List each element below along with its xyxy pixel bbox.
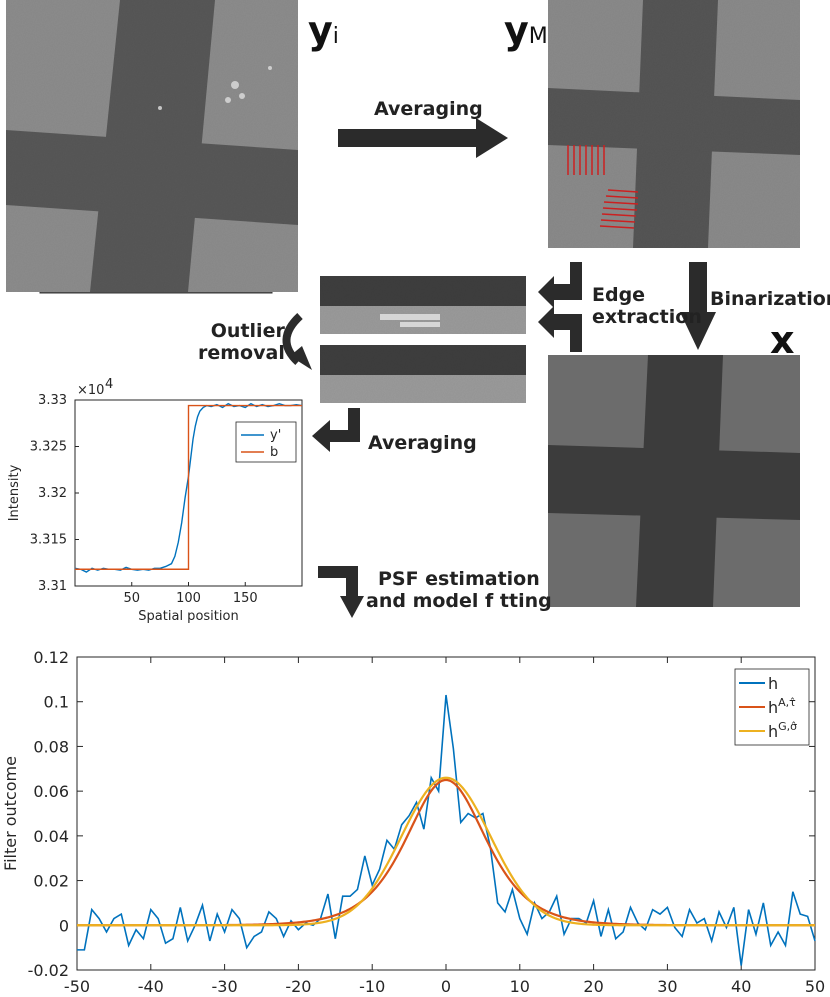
series-line-hg: [77, 776, 815, 927]
symbol-ym-main: y: [504, 8, 529, 52]
y-axis-label: Filter outcome: [1, 756, 20, 871]
y-tick-label: 0.06: [33, 782, 69, 801]
legend-label: y': [270, 428, 281, 443]
symbol-ym: yM: [504, 8, 548, 52]
edge-strip-cleaned: [320, 345, 526, 403]
psf-arrow-icon: [318, 566, 364, 618]
plot-frame: [76, 656, 816, 971]
bright-speckles: [158, 66, 272, 110]
y-axis-label: Intensity: [7, 464, 22, 521]
x-tick-label: -50: [64, 977, 90, 996]
symbol-x: x: [770, 318, 795, 362]
y-tick-label: 0.08: [33, 737, 69, 756]
psf-fit-chart: -50 -40 -30 -20 -10 0 10 20 30 40 50 -0.02 0 0.02 0.04…: [1, 648, 825, 996]
x-tick-label: 30: [657, 977, 677, 996]
yi-image-stack: [0, 0, 300, 295]
y-tick-label: 0.04: [33, 827, 69, 846]
x-binarized-image: [548, 355, 800, 607]
edge-strip-cleaned-svg: [320, 345, 526, 403]
symbol-ym-sub: M: [528, 24, 548, 49]
edge-extraction-line-2: extraction: [592, 306, 702, 328]
outlier-removal-line-1: Outlier: [210, 320, 285, 342]
edge-extraction-label: Edge extraction: [592, 284, 702, 328]
legend-label-1: hA,τ̂: [768, 696, 796, 717]
psf-estimation-line-2: and model f tting: [366, 590, 552, 612]
y-tick-label: 0.12: [33, 648, 69, 667]
y-tick-label: 3.325: [30, 440, 67, 455]
x-tick-label: 10: [510, 977, 530, 996]
y-tick-label: 0.02: [33, 872, 69, 891]
x-tick-label: 100: [176, 591, 201, 606]
x-tick-label: 20: [583, 977, 603, 996]
y-tick-label: 3.315: [30, 533, 67, 548]
edge-profile-chart: 50 100 150 3.31 3.315 3.32 3.325 3.33 ×10 4 Spatia…: [7, 377, 303, 624]
symbol-yi-sub: i: [332, 24, 339, 49]
outlier-removal-line-2: removal: [198, 342, 285, 364]
y-tick-label: 0.1: [44, 693, 69, 712]
x-tick-label: 50: [805, 977, 825, 996]
binarization-label: Binarization: [710, 288, 830, 310]
psf-estimation-line-1: PSF estimation: [377, 568, 540, 590]
red-sample-lines: [567, 145, 639, 229]
x-tick-label: -20: [285, 977, 311, 996]
yi-stack-svg: [6, 0, 298, 294]
legend-label-0: h: [768, 674, 778, 693]
y-tick-label: 3.32: [38, 486, 67, 501]
series-line-h: [77, 694, 816, 966]
ym-image-svg: [548, 0, 800, 248]
y-tick-label: 3.33: [38, 393, 67, 408]
legend-label: b: [270, 445, 278, 460]
exponent-power: 4: [105, 377, 113, 392]
x-image-svg: [548, 355, 800, 607]
edge-strip-raw-svg: [320, 276, 526, 334]
stack-front-image: [6, 0, 298, 292]
y-tick-label: 3.31: [38, 579, 67, 594]
averaging-mid-arrow-icon: [312, 408, 360, 452]
x-tick-label: 40: [731, 977, 751, 996]
edge-extraction-line-1: Edge: [592, 284, 646, 306]
averaging-top-label: Averaging: [374, 98, 483, 120]
x-tick-label: 50: [123, 591, 140, 606]
symbol-yi: yi: [308, 8, 339, 52]
x-tick-label: -30: [212, 977, 238, 996]
psf-estimation-label: PSF estimation and model f tting: [366, 568, 552, 612]
y-tick-label: -0.02: [28, 961, 69, 980]
symbol-x-main: x: [770, 318, 795, 362]
curved-arrow-icon: [282, 313, 312, 370]
x-tick-label: 150: [233, 591, 258, 606]
edge-extraction-arrows-icon: [538, 262, 582, 352]
x-tick-label: -10: [359, 977, 385, 996]
x-tick-label: -40: [138, 977, 164, 996]
averaging-mid-label: Averaging: [368, 432, 477, 454]
outlier-removal-label: Outlier removal: [198, 320, 285, 364]
outlier-speckles: [380, 314, 440, 327]
symbol-yi-main: y: [308, 8, 333, 52]
right-arrow-icon: [338, 118, 508, 158]
series-line-b: [75, 404, 302, 570]
legend-label-2: hG,σ̂: [768, 720, 797, 741]
legend-box: [235, 421, 297, 463]
exponent-label: ×10: [77, 383, 104, 398]
edge-strip-raw: [320, 276, 526, 334]
x-axis-label: Spatial position: [138, 609, 238, 624]
ym-image: [548, 0, 800, 248]
down-arrow-icon: [680, 262, 716, 350]
x-tick-label: 0: [441, 977, 451, 996]
y-tick-label: 0: [59, 916, 69, 935]
